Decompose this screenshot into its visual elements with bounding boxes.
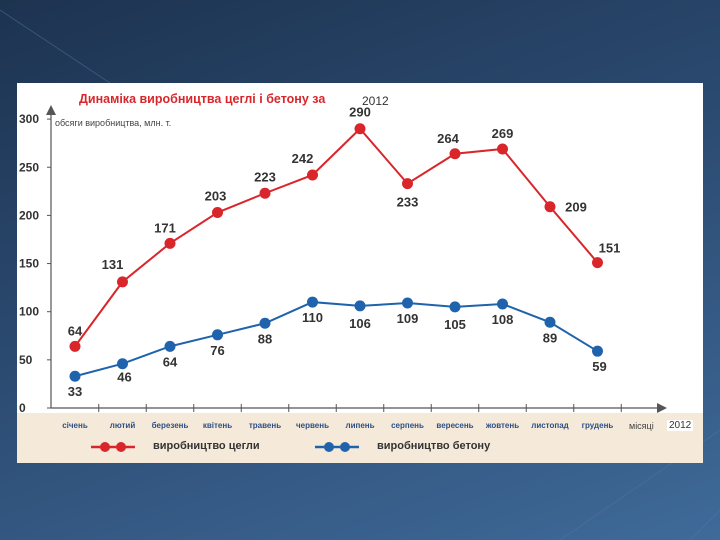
data-labels: 64 131 171 203 223 242 290 233 264 269 209 151 33 46 6… xyxy=(68,105,621,399)
data-label: 64 xyxy=(68,323,83,338)
y-ticks: 0 50 100 150 200 250 300 xyxy=(19,112,51,415)
data-label: 109 xyxy=(397,311,419,326)
series-line xyxy=(74,301,599,378)
x-category-label: грудень xyxy=(582,421,614,430)
data-label: 151 xyxy=(599,241,621,256)
data-point xyxy=(544,201,556,213)
data-label: 223 xyxy=(254,169,276,184)
data-point xyxy=(592,257,603,269)
series-line xyxy=(74,127,599,347)
x-category-label: квітень xyxy=(203,421,232,430)
x-category-label: вересень xyxy=(436,421,473,430)
data-label: 171 xyxy=(154,220,176,235)
series-lines xyxy=(74,127,599,378)
data-label: 89 xyxy=(543,330,557,345)
data-point xyxy=(69,370,81,382)
data-point xyxy=(164,340,176,352)
data-label: 110 xyxy=(302,310,323,325)
x-category-label: червень xyxy=(296,421,329,430)
data-point xyxy=(212,329,223,341)
legend-label-concrete: виробництво бетону xyxy=(377,440,491,452)
data-label: 242 xyxy=(292,151,314,166)
legend-strip xyxy=(17,413,703,463)
data-label: 33 xyxy=(68,384,82,399)
data-point xyxy=(449,301,461,313)
x-categories: січень лютий березень квітень травень червень… xyxy=(62,404,622,430)
x-axis-label: місяці xyxy=(629,421,654,431)
data-point xyxy=(117,358,128,370)
y-axis-label: обсяги виробництва, млн. т. xyxy=(55,118,172,128)
x-category-label: липень xyxy=(345,421,374,430)
data-label: 131 xyxy=(102,257,124,272)
data-label: 76 xyxy=(210,343,224,358)
data-label: 64 xyxy=(163,354,178,369)
x-axis-year: 2012 xyxy=(667,420,694,431)
data-point xyxy=(212,207,223,219)
data-label: 59 xyxy=(592,359,606,374)
y-axis-arrow xyxy=(46,105,56,115)
data-label: 233 xyxy=(397,195,419,210)
x-category-label: січень xyxy=(62,421,88,430)
y-tick-label: 50 xyxy=(19,353,33,367)
legend-swatch-bricks xyxy=(91,442,135,452)
data-point xyxy=(259,317,271,329)
line-chart: 0 50 100 150 200 250 300 січень лютий березень кв… xyxy=(19,105,667,430)
data-label: 203 xyxy=(205,189,227,204)
data-point xyxy=(497,143,508,155)
data-point xyxy=(164,237,176,249)
chart-title: Динаміка виробництва цеглі і бетону за xyxy=(79,92,326,106)
data-point xyxy=(449,148,461,160)
data-label: 106 xyxy=(349,316,371,331)
data-label: 209 xyxy=(565,200,587,215)
data-label: 88 xyxy=(258,331,272,346)
data-point xyxy=(544,316,556,328)
data-label: 264 xyxy=(437,131,459,146)
data-point xyxy=(592,345,603,357)
data-label: 290 xyxy=(349,105,371,120)
x-category-label: листопад xyxy=(531,421,569,430)
data-point xyxy=(117,276,128,288)
x-category-label: жовтень xyxy=(485,421,519,430)
data-point xyxy=(307,169,318,181)
legend-label-bricks: виробництво цегли xyxy=(153,440,260,452)
x-category-label: лютий xyxy=(110,421,136,430)
x-category-label: березень xyxy=(152,421,189,430)
data-label: 269 xyxy=(492,126,514,141)
chart-axes xyxy=(46,105,667,413)
data-label: 105 xyxy=(444,317,466,332)
legend-swatch-concrete xyxy=(315,442,359,452)
data-point xyxy=(354,123,366,135)
chart-title-year: 2012 xyxy=(362,94,389,108)
series-points xyxy=(69,123,603,382)
chart-panel: 0 50 100 150 200 250 300 січень лютий березень кв… xyxy=(17,83,703,463)
data-point xyxy=(497,298,508,310)
data-point xyxy=(69,340,81,352)
y-tick-label: 150 xyxy=(19,257,39,271)
x-category-label: травень xyxy=(249,421,281,430)
x-axis-arrow xyxy=(657,403,667,413)
data-point xyxy=(402,297,413,309)
y-tick-label: 100 xyxy=(19,305,39,319)
data-point xyxy=(402,178,413,190)
data-point xyxy=(354,300,366,312)
x-category-label: серпень xyxy=(391,421,424,430)
y-tick-label: 300 xyxy=(19,112,39,126)
data-label: 108 xyxy=(492,312,514,327)
y-tick-label: 250 xyxy=(19,160,39,174)
y-tick-label: 200 xyxy=(19,208,39,222)
data-label: 46 xyxy=(117,370,131,385)
data-point xyxy=(307,296,318,308)
data-point xyxy=(259,187,271,199)
y-tick-label: 0 xyxy=(19,401,26,415)
